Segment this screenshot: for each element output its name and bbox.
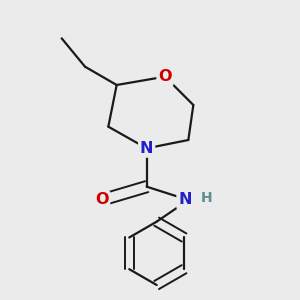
- Text: O: O: [95, 193, 108, 208]
- Text: N: N: [178, 193, 192, 208]
- Text: N: N: [140, 141, 153, 156]
- Text: H: H: [201, 191, 212, 205]
- Text: O: O: [158, 69, 172, 84]
